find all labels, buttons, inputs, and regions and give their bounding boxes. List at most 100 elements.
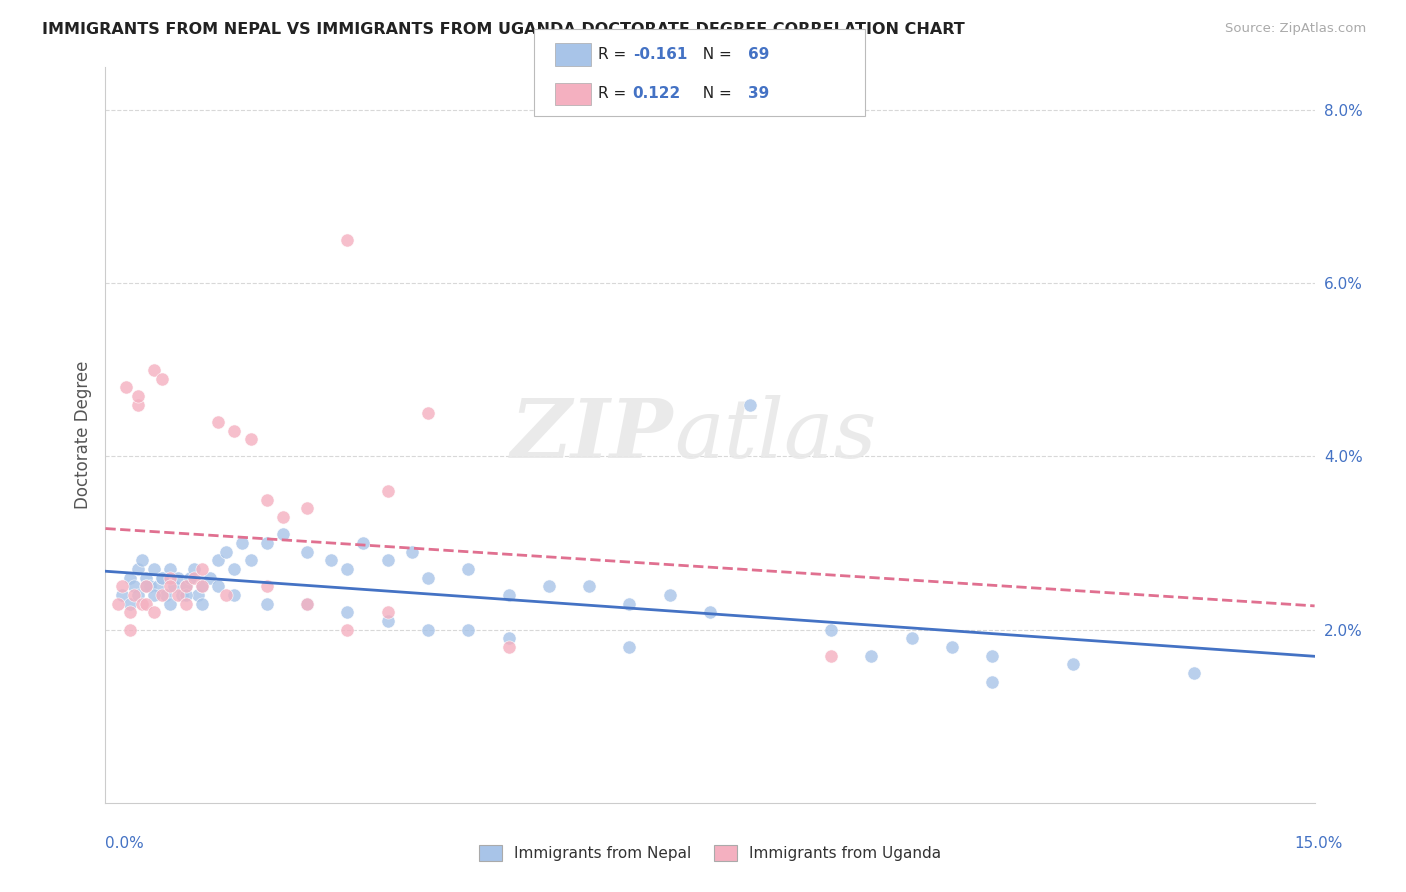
Point: [224, 588, 246, 602]
Point: [167, 571, 190, 585]
Point: [231, 536, 253, 550]
Point: [239, 553, 262, 567]
Point: [118, 571, 141, 585]
Point: [191, 597, 214, 611]
Point: [401, 545, 423, 559]
Point: [457, 623, 479, 637]
Text: -0.161: -0.161: [633, 46, 688, 62]
Point: [207, 415, 229, 429]
Point: [118, 605, 141, 619]
Point: [336, 233, 359, 247]
Point: [336, 562, 359, 576]
Point: [271, 510, 294, 524]
Point: [191, 579, 214, 593]
Point: [183, 562, 205, 576]
Point: [498, 632, 520, 646]
Point: [174, 597, 197, 611]
Point: [981, 648, 1004, 663]
Point: [150, 571, 173, 585]
Text: IMMIGRANTS FROM NEPAL VS IMMIGRANTS FROM UGANDA DOCTORATE DEGREE CORRELATION CHA: IMMIGRANTS FROM NEPAL VS IMMIGRANTS FROM…: [42, 22, 965, 37]
Point: [174, 579, 197, 593]
Point: [416, 406, 439, 420]
Point: [159, 571, 181, 585]
Point: [295, 597, 318, 611]
Point: [163, 579, 186, 593]
Point: [377, 614, 399, 628]
Point: [127, 389, 149, 403]
Point: [619, 640, 641, 654]
Point: [740, 398, 762, 412]
Text: 69: 69: [748, 46, 769, 62]
Point: [256, 536, 278, 550]
Point: [941, 640, 963, 654]
Point: [139, 579, 162, 593]
Point: [127, 398, 149, 412]
Point: [207, 579, 229, 593]
Point: [256, 492, 278, 507]
Point: [537, 579, 560, 593]
Text: atlas: atlas: [673, 395, 876, 475]
Point: [131, 553, 153, 567]
Point: [352, 536, 374, 550]
Point: [142, 363, 165, 377]
Point: [114, 380, 136, 394]
Point: [150, 571, 173, 585]
Text: Source: ZipAtlas.com: Source: ZipAtlas.com: [1226, 22, 1367, 36]
Text: ZIP: ZIP: [512, 395, 673, 475]
Point: [150, 371, 173, 385]
Point: [135, 597, 157, 611]
Point: [118, 597, 141, 611]
Point: [200, 571, 222, 585]
Point: [224, 562, 246, 576]
Point: [155, 588, 177, 602]
Point: [321, 553, 343, 567]
Point: [110, 579, 132, 593]
Point: [1182, 665, 1205, 680]
Point: [118, 623, 141, 637]
Point: [107, 597, 129, 611]
Point: [658, 588, 681, 602]
Point: [860, 648, 883, 663]
Point: [377, 605, 399, 619]
Point: [159, 579, 181, 593]
Point: [131, 597, 153, 611]
Text: 15.0%: 15.0%: [1295, 836, 1343, 851]
Point: [416, 623, 439, 637]
Point: [239, 432, 262, 446]
Point: [256, 597, 278, 611]
Point: [122, 579, 145, 593]
Point: [150, 588, 173, 602]
Point: [457, 562, 479, 576]
Text: 39: 39: [748, 86, 769, 101]
Text: 0.122: 0.122: [633, 86, 681, 101]
Point: [183, 571, 205, 585]
Point: [207, 553, 229, 567]
Y-axis label: Doctorate Degree: Doctorate Degree: [73, 360, 91, 509]
Point: [336, 605, 359, 619]
Point: [699, 605, 721, 619]
Point: [900, 632, 922, 646]
Point: [498, 640, 520, 654]
Point: [295, 501, 318, 516]
Point: [377, 484, 399, 499]
Point: [215, 545, 238, 559]
Point: [377, 553, 399, 567]
Point: [142, 605, 165, 619]
Point: [167, 588, 190, 602]
Point: [127, 562, 149, 576]
Legend: Immigrants from Nepal, Immigrants from Uganda: Immigrants from Nepal, Immigrants from U…: [471, 838, 949, 869]
Text: R =: R =: [598, 86, 631, 101]
Point: [142, 562, 165, 576]
Point: [981, 674, 1004, 689]
Point: [159, 597, 181, 611]
Point: [256, 579, 278, 593]
Point: [1062, 657, 1084, 672]
Point: [336, 623, 359, 637]
Point: [191, 562, 214, 576]
Point: [122, 588, 145, 602]
Point: [271, 527, 294, 541]
Point: [110, 588, 132, 602]
Point: [146, 579, 169, 593]
Text: R =: R =: [598, 46, 631, 62]
Point: [498, 588, 520, 602]
